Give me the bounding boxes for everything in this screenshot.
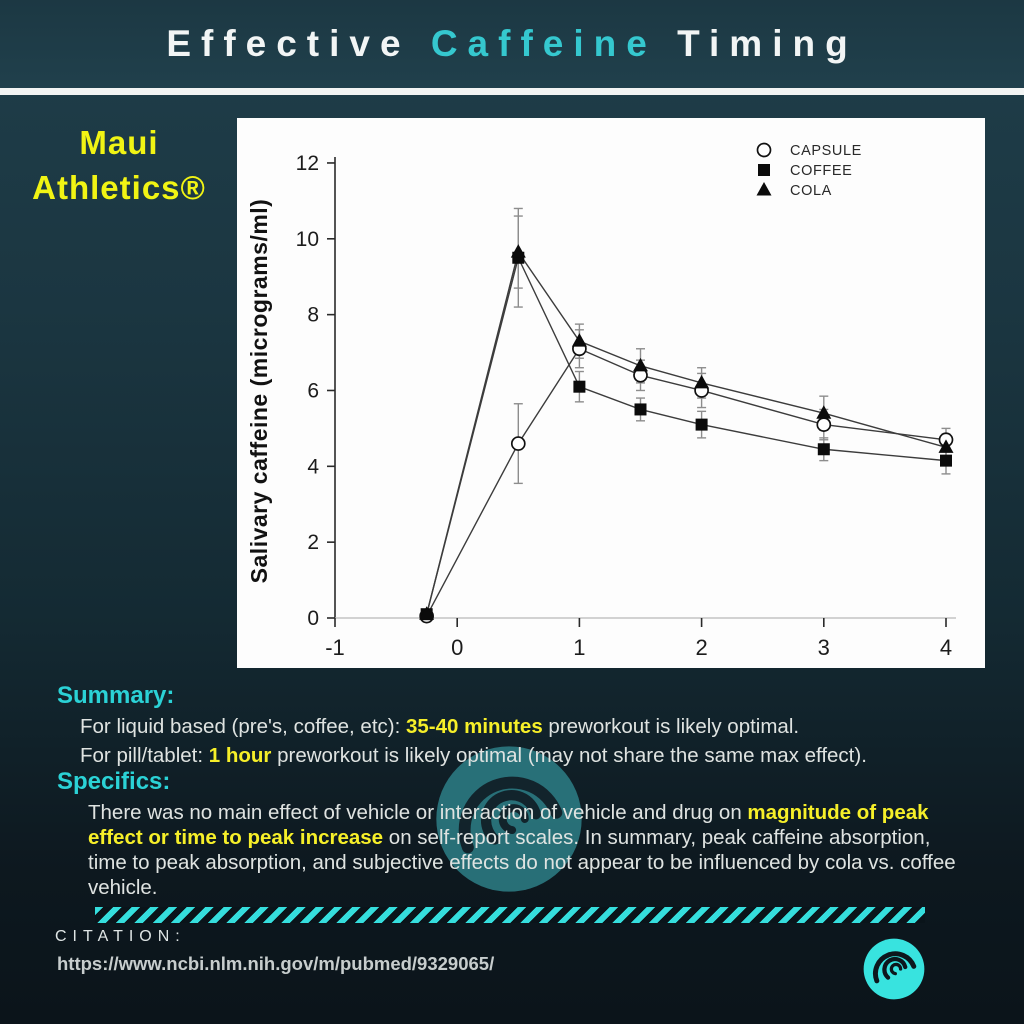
summary-heading: Summary: — [57, 682, 175, 709]
y-tick-label: 6 — [307, 379, 319, 402]
header-bar: Effective Caffeine Timing — [0, 0, 1024, 88]
x-tick-label: 2 — [695, 635, 707, 660]
x-tick-label: 1 — [573, 635, 585, 660]
line-coffee — [425, 255, 947, 615]
y-tick-label: 2 — [307, 531, 319, 554]
markers-capsule — [419, 341, 954, 624]
title-part-effective: Effective — [166, 23, 431, 64]
x-tick-label: 0 — [451, 635, 463, 660]
citation-label: CITATION: — [55, 928, 186, 945]
y-tick-label: 0 — [307, 607, 319, 630]
legend-label-coffee: COFFEE — [790, 163, 852, 179]
line-cola — [425, 250, 947, 615]
chart-legend: CAPSULE COFFEE COLA — [756, 142, 862, 199]
brand-line-2: Athletics® — [32, 169, 206, 206]
specifics-heading: Specifics: — [57, 768, 171, 795]
brand-line-1: Maui — [79, 124, 159, 161]
line-capsule — [426, 347, 947, 617]
x-tick-label: 4 — [940, 635, 952, 660]
page-title: Effective Caffeine Timing — [166, 23, 857, 65]
summary-line-1: For liquid based (pre's, coffee, etc): 3… — [80, 715, 800, 738]
brand-wordmark: Maui Athletics® — [0, 120, 238, 210]
highlight-1-hour: 1 hour — [208, 744, 272, 767]
legend-label-capsule: CAPSULE — [790, 143, 862, 159]
y-tick-label: 12 — [296, 152, 319, 175]
markers-coffee — [420, 251, 952, 621]
y-axis-label: Salivary caffeine (micrograms/ml) — [246, 199, 272, 584]
citation-url: https://www.ncbi.nlm.nih.gov/m/pubmed/93… — [57, 953, 495, 974]
chart-panel: 0 2 4 6 8 10 12 -1 0 1 2 3 4 Salivary caffeine (micro… — [237, 118, 985, 668]
markers-cola — [419, 244, 954, 620]
specifics-text: There was no main effect of vehicle or i… — [88, 801, 956, 899]
y-tick-label: 8 — [307, 304, 319, 327]
summary-text: For liquid based (pre's, coffee, etc): 3… — [80, 712, 980, 770]
x-tick-label: -1 — [325, 635, 345, 660]
y-tick-label: 4 — [307, 455, 319, 478]
striped-ribbon-divider — [95, 907, 925, 923]
title-part-timing: Timing — [656, 23, 858, 64]
summary-line-2: For pill/tablet: 1 hour preworkout is li… — [80, 744, 867, 767]
highlight-peak-effect: magnitude of peak effect or time to peak… — [88, 801, 929, 849]
x-tick-label: 3 — [818, 635, 830, 660]
y-tick-label: 10 — [296, 228, 319, 251]
maui-logo-icon — [861, 936, 927, 1002]
header-divider-line — [0, 88, 1024, 95]
legend-label-cola: COLA — [790, 183, 832, 199]
highlight-35-40-minutes: 35-40 minutes — [406, 715, 543, 738]
title-part-caffeine: Caffeine — [430, 23, 657, 64]
